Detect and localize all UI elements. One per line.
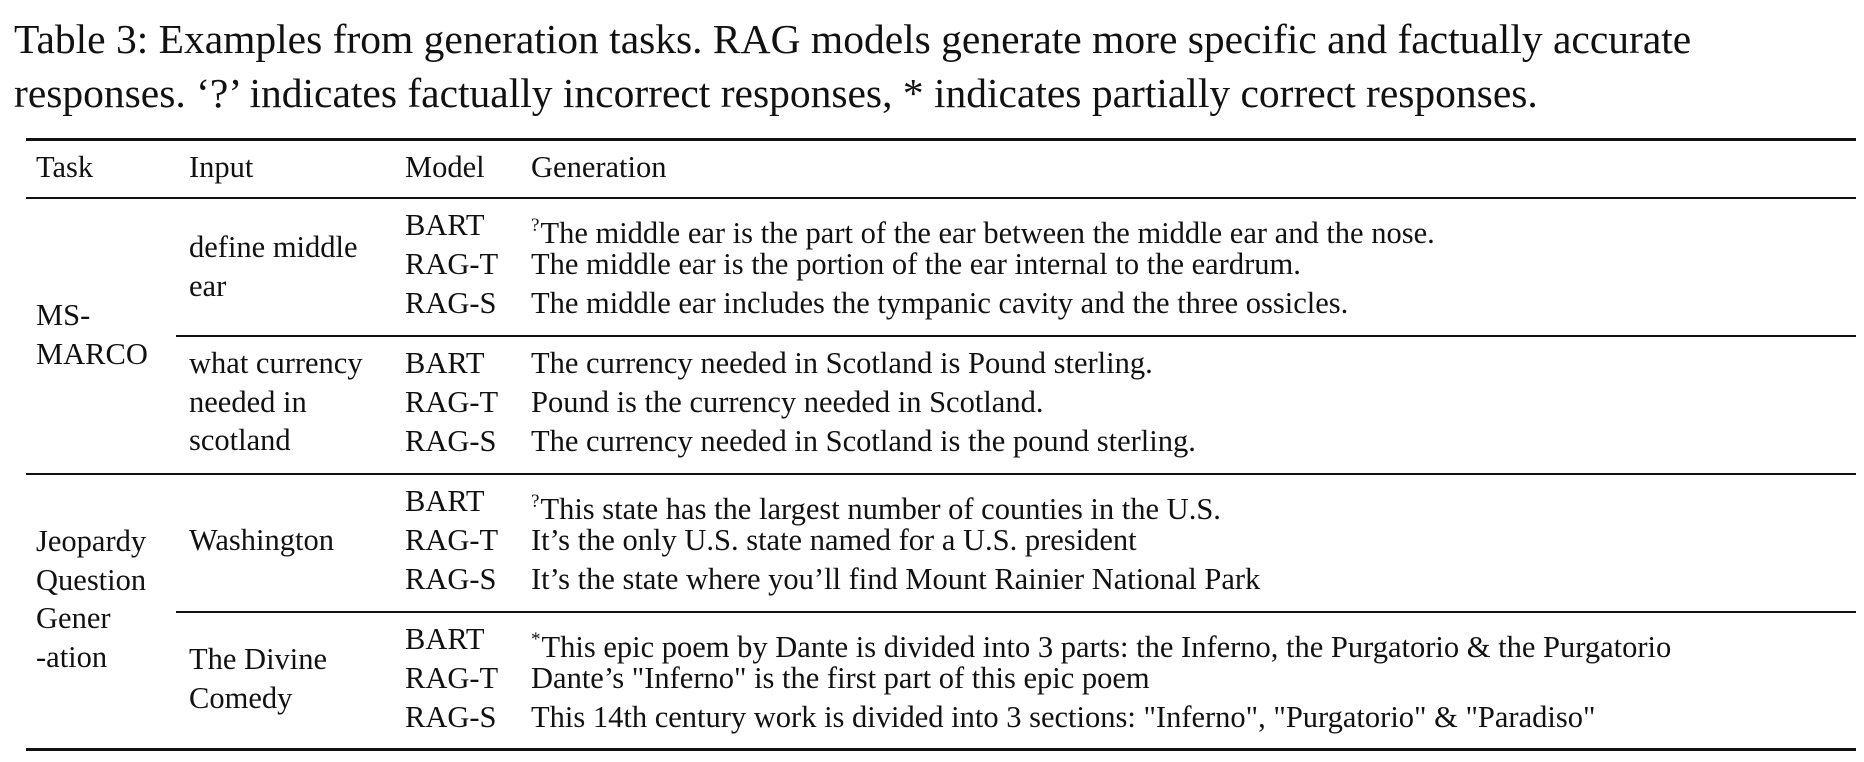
task-line: Gener [36,601,111,635]
model-cell: BART [405,208,485,242]
generation-text: The middle ear is the part of the ear be… [540,216,1435,250]
input-line: what currency [189,346,363,380]
generation-cell: It’s the state where you’ll find Mount R… [531,562,1261,596]
incorrect-marker: ? [531,491,540,512]
partial-marker: * [531,629,541,650]
task-cell-msmarco: MS- MARCO [36,296,148,373]
model-cell: RAG-S [405,562,497,596]
generation-cell: The currency needed in Scotland is the p… [531,424,1196,458]
top-rule [26,138,1856,141]
generation-text: This state has the largest number of cou… [540,492,1221,526]
task-line: Jeopardy [36,524,147,558]
generation-cell: Pound is the currency needed in Scotland… [531,385,1044,419]
task-line: MS- [36,298,91,332]
input-line: The Divine [189,642,328,676]
model-cell: BART [405,346,485,380]
input-cell: what currency needed in scotland [189,344,363,460]
model-cell: RAG-T [405,385,499,419]
generation-cell: Dante’s "Inferno" is the first part of t… [531,661,1150,695]
header-task: Task [36,150,94,184]
model-cell: RAG-S [405,700,497,734]
model-cell: RAG-T [405,661,499,695]
task-cell-jeopardy: Jeopardy Question Gener -ation [36,522,146,676]
input-line: define middle [189,230,358,264]
input-cell: The Divine Comedy [189,640,327,717]
model-cell: RAG-T [405,247,499,281]
header-rule [26,197,1856,199]
caption-line-1: Table 3: Examples from generation tasks.… [14,16,1692,62]
input-cell: Washington [189,523,334,557]
input-line: needed in [189,384,307,419]
generation-cell: This 14th century work is divided into 3… [531,700,1596,734]
generation-cell: ?The middle ear is the part of the ear b… [531,206,1435,253]
generation-cell: The middle ear is the portion of the ear… [531,247,1301,281]
bottom-rule [26,748,1856,751]
header-model: Model [405,150,485,184]
generation-cell: The currency needed in Scotland is Pound… [531,346,1153,380]
model-cell: BART [405,484,485,518]
header-input: Input [189,150,254,184]
incorrect-marker: ? [531,215,540,236]
generation-cell: It’s the only U.S. state named for a U.S… [531,523,1137,557]
jeopardy-example-separator [176,611,1856,613]
task-line: Question [36,562,147,597]
group-separator [26,473,1856,475]
generation-cell: ?This state has the largest number of co… [531,482,1221,529]
generation-examples-table: Task Input Model Generation MS- MARCO de… [26,138,1856,752]
generation-cell: The middle ear includes the tympanic cav… [531,286,1349,320]
model-cell: RAG-S [405,286,497,320]
input-cell: define middle ear [189,228,358,305]
generation-text: This epic poem by Dante is divided into … [541,630,1672,664]
table-caption: Table 3: Examples from generation tasks.… [14,12,1864,120]
model-cell: RAG-T [405,523,499,557]
input-line: ear [189,268,227,303]
input-line: Comedy [189,680,293,715]
input-line: scotland [189,423,291,457]
model-cell: RAG-S [405,424,497,458]
task-line: MARCO [36,336,148,371]
caption-line-2: responses. ‘?’ indicates factually incor… [14,70,1538,116]
model-cell: BART [405,622,485,656]
task-line: -ation [36,639,108,674]
msmarco-example-separator [176,335,1856,337]
generation-cell: *This epic poem by Dante is divided into… [531,620,1671,667]
header-generation: Generation [531,150,667,184]
